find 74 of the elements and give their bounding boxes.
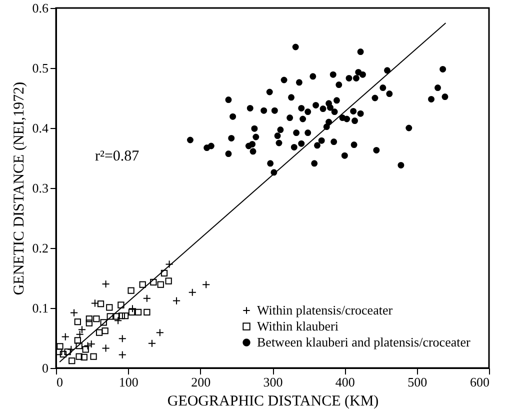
point [82, 346, 89, 353]
point [106, 304, 113, 311]
x-tick-label: 600 [470, 374, 490, 390]
legend-label: Between klauberi and platensis/croceater [257, 334, 471, 350]
point [113, 313, 120, 320]
y-tick-label: 0.4 [32, 120, 49, 136]
point [80, 354, 88, 361]
point [64, 348, 71, 356]
point [165, 278, 172, 284]
y-tick-label: 0.5 [32, 60, 48, 76]
point [100, 319, 107, 326]
point [74, 337, 81, 344]
point [78, 326, 86, 334]
point [68, 357, 76, 364]
point [84, 342, 92, 350]
point [96, 329, 103, 336]
point [118, 350, 126, 359]
annotation: r²=0.87 [94, 148, 140, 165]
y-tick-label: 0.1 [32, 300, 48, 316]
point [90, 299, 100, 308]
point [118, 334, 126, 343]
point [157, 281, 164, 288]
point [102, 280, 110, 288]
point [67, 345, 76, 354]
point [74, 318, 81, 326]
legend-label: Within klauberi [257, 318, 339, 334]
point [150, 278, 157, 286]
x-tick-label: 0 [56, 374, 63, 390]
y-tick-label: 0.2 [32, 240, 48, 256]
point [139, 281, 146, 288]
point [122, 312, 129, 320]
point [188, 288, 196, 296]
y-axis-title: GENETIC DISTANCE (NEI,1972) [11, 82, 28, 296]
point [148, 339, 156, 348]
point [61, 332, 70, 341]
point [128, 287, 134, 294]
point [106, 313, 114, 320]
point [128, 308, 136, 316]
y-tick-label: 0.6 [32, 0, 49, 16]
point [134, 308, 142, 316]
point [102, 327, 108, 334]
x-tick-label: 300 [263, 374, 283, 390]
point [90, 353, 97, 360]
x-axis-title: GEOGRAPHIC DISTANCE (KM) [167, 394, 379, 410]
y-tick-label: 0 [42, 360, 48, 376]
point [202, 280, 210, 289]
point [76, 353, 82, 360]
point [93, 315, 100, 322]
point [142, 294, 151, 302]
point [165, 260, 174, 268]
point [86, 320, 93, 326]
point [60, 350, 67, 358]
point [114, 316, 122, 325]
point [118, 302, 124, 308]
x-tick-label: 200 [191, 374, 211, 390]
point [70, 308, 78, 317]
point [56, 343, 64, 350]
point [87, 340, 96, 348]
y-tick-label: 0.3 [32, 180, 48, 196]
point [102, 344, 110, 352]
legend-label: Within platensis/croceater [257, 302, 394, 318]
x-tick-label: 100 [118, 374, 138, 390]
point [76, 342, 82, 350]
x-tick-label: 500 [408, 374, 428, 390]
point [156, 328, 164, 337]
point [144, 308, 150, 316]
point [86, 315, 93, 322]
point [76, 330, 84, 338]
point [118, 312, 125, 320]
point [160, 270, 168, 277]
x-tick-label: 400 [335, 374, 355, 390]
point [97, 300, 104, 308]
point [128, 304, 137, 313]
point [172, 296, 181, 305]
